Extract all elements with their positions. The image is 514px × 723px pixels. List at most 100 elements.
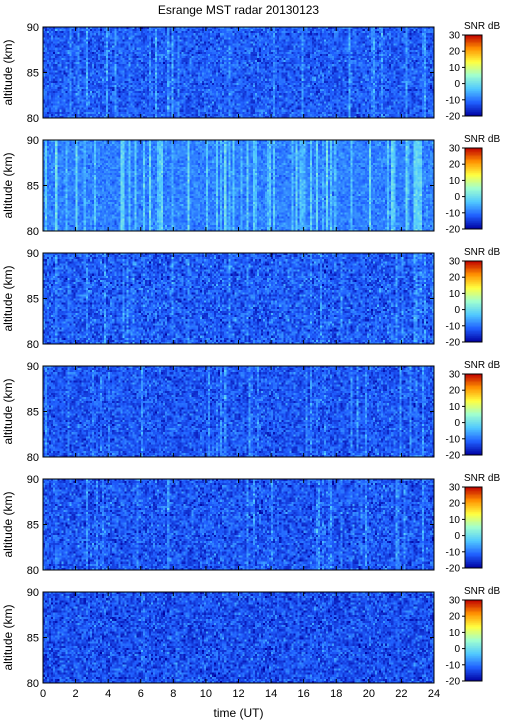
colorbar-tick-label: 20 — [449, 47, 461, 58]
colorbar-tick-label: 10 — [449, 289, 461, 300]
colorbar — [465, 600, 482, 682]
x-tick-label: 0 — [40, 688, 46, 700]
colorbar-tick-label: -20 — [446, 564, 461, 575]
x-axis-label: time (UT) — [214, 706, 264, 720]
x-tick-label: 10 — [200, 688, 212, 700]
colorbar — [465, 35, 482, 117]
colorbar — [465, 374, 482, 456]
colorbar-tick-label: 20 — [449, 273, 461, 284]
colorbar-tick-label: 10 — [449, 176, 461, 187]
x-tick-label: 16 — [298, 688, 310, 700]
y-tick-label: 80 — [27, 452, 39, 464]
colorbar-tick-label: -10 — [446, 547, 461, 558]
y-tick-label: 90 — [27, 587, 39, 599]
colorbar-tick-label: 30 — [449, 370, 461, 381]
colorbar-tick-label: -10 — [446, 208, 461, 219]
colorbar-title: SNR dB — [464, 247, 500, 258]
y-tick-label: 90 — [27, 135, 39, 147]
colorbar — [465, 261, 482, 343]
x-tick-label: 2 — [73, 688, 79, 700]
colorbar-tick-label: 30 — [449, 257, 461, 268]
colorbar-title: SNR dB — [464, 21, 500, 32]
colorbar-tick-label: -10 — [446, 434, 461, 445]
snr-heatmap-cells — [43, 479, 434, 570]
colorbar-tick-label: -20 — [446, 112, 461, 123]
y-tick-label: 85 — [27, 407, 39, 419]
snr-heatmap-cells — [43, 27, 434, 118]
colorbar-tick-label: 30 — [449, 596, 461, 607]
y-tick-label: 85 — [27, 520, 39, 532]
y-tick-label: 85 — [27, 181, 39, 193]
x-tick-label: 8 — [170, 688, 176, 700]
snr-heatmap-cells — [43, 140, 434, 231]
colorbar-tick-label: 10 — [449, 628, 461, 639]
colorbar — [465, 487, 482, 569]
colorbar-tick-label: 30 — [449, 483, 461, 494]
y-tick-label: 90 — [27, 361, 39, 373]
colorbar-tick-label: -20 — [446, 225, 461, 236]
y-axis-label: altitude (km) — [1, 152, 15, 218]
colorbar-tick-label: 30 — [449, 31, 461, 42]
x-tick-label: 22 — [395, 688, 407, 700]
colorbar-tick-label: 20 — [449, 612, 461, 623]
y-tick-label: 80 — [27, 339, 39, 351]
colorbar-tick-label: 10 — [449, 63, 461, 74]
y-axis-label: altitude (km) — [1, 378, 15, 444]
colorbar-tick-label: 0 — [454, 305, 460, 316]
colorbar-tick-label: 20 — [449, 386, 461, 397]
colorbar-tick-label: 10 — [449, 515, 461, 526]
colorbar-title: SNR dB — [464, 473, 500, 484]
y-tick-label: 90 — [27, 474, 39, 486]
y-axis-label: altitude (km) — [1, 491, 15, 557]
colorbar-tick-label: 10 — [449, 402, 461, 413]
y-tick-label: 85 — [27, 633, 39, 645]
colorbar-tick-label: 20 — [449, 499, 461, 510]
snr-heatmap-cells — [43, 592, 434, 683]
snr-heatmap-cells — [43, 253, 434, 344]
y-tick-label: 90 — [27, 22, 39, 34]
y-axis-label: altitude (km) — [1, 265, 15, 331]
colorbar-title: SNR dB — [464, 360, 500, 371]
colorbar-tick-label: 20 — [449, 160, 461, 171]
x-tick-label: 24 — [428, 688, 440, 700]
x-tick-label: 12 — [232, 688, 244, 700]
y-axis-label: altitude (km) — [1, 39, 15, 105]
x-tick-label: 4 — [105, 688, 111, 700]
y-tick-label: 80 — [27, 113, 39, 125]
colorbar-tick-label: 30 — [449, 144, 461, 155]
colorbar — [465, 148, 482, 230]
y-tick-label: 90 — [27, 248, 39, 260]
y-tick-label: 80 — [27, 226, 39, 238]
colorbar-tick-label: 0 — [454, 79, 460, 90]
snr-heatmap-cells — [43, 366, 434, 457]
colorbar-tick-label: -20 — [446, 677, 461, 688]
x-tick-label: 6 — [138, 688, 144, 700]
colorbar-tick-label: 0 — [454, 192, 460, 203]
colorbar-title: SNR dB — [464, 134, 500, 145]
y-tick-label: 80 — [27, 678, 39, 690]
colorbar-tick-label: -20 — [446, 451, 461, 462]
y-tick-label: 85 — [27, 294, 39, 306]
x-tick-label: 18 — [330, 688, 342, 700]
x-tick-label: 20 — [363, 688, 375, 700]
colorbar-tick-label: 0 — [454, 531, 460, 542]
figure-title: Esrange MST radar 20130123 — [158, 3, 320, 17]
colorbar-tick-label: 0 — [454, 644, 460, 655]
colorbar-tick-label: -10 — [446, 660, 461, 671]
y-tick-label: 80 — [27, 565, 39, 577]
y-axis-label: altitude (km) — [1, 604, 15, 670]
y-tick-label: 85 — [27, 68, 39, 80]
colorbar-tick-label: 0 — [454, 418, 460, 429]
x-tick-label: 14 — [265, 688, 277, 700]
colorbar-tick-label: -20 — [446, 338, 461, 349]
colorbar-tick-label: -10 — [446, 321, 461, 332]
colorbar-title: SNR dB — [464, 586, 500, 597]
